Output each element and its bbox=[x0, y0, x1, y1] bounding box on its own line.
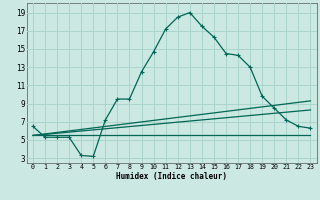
X-axis label: Humidex (Indice chaleur): Humidex (Indice chaleur) bbox=[116, 172, 227, 181]
